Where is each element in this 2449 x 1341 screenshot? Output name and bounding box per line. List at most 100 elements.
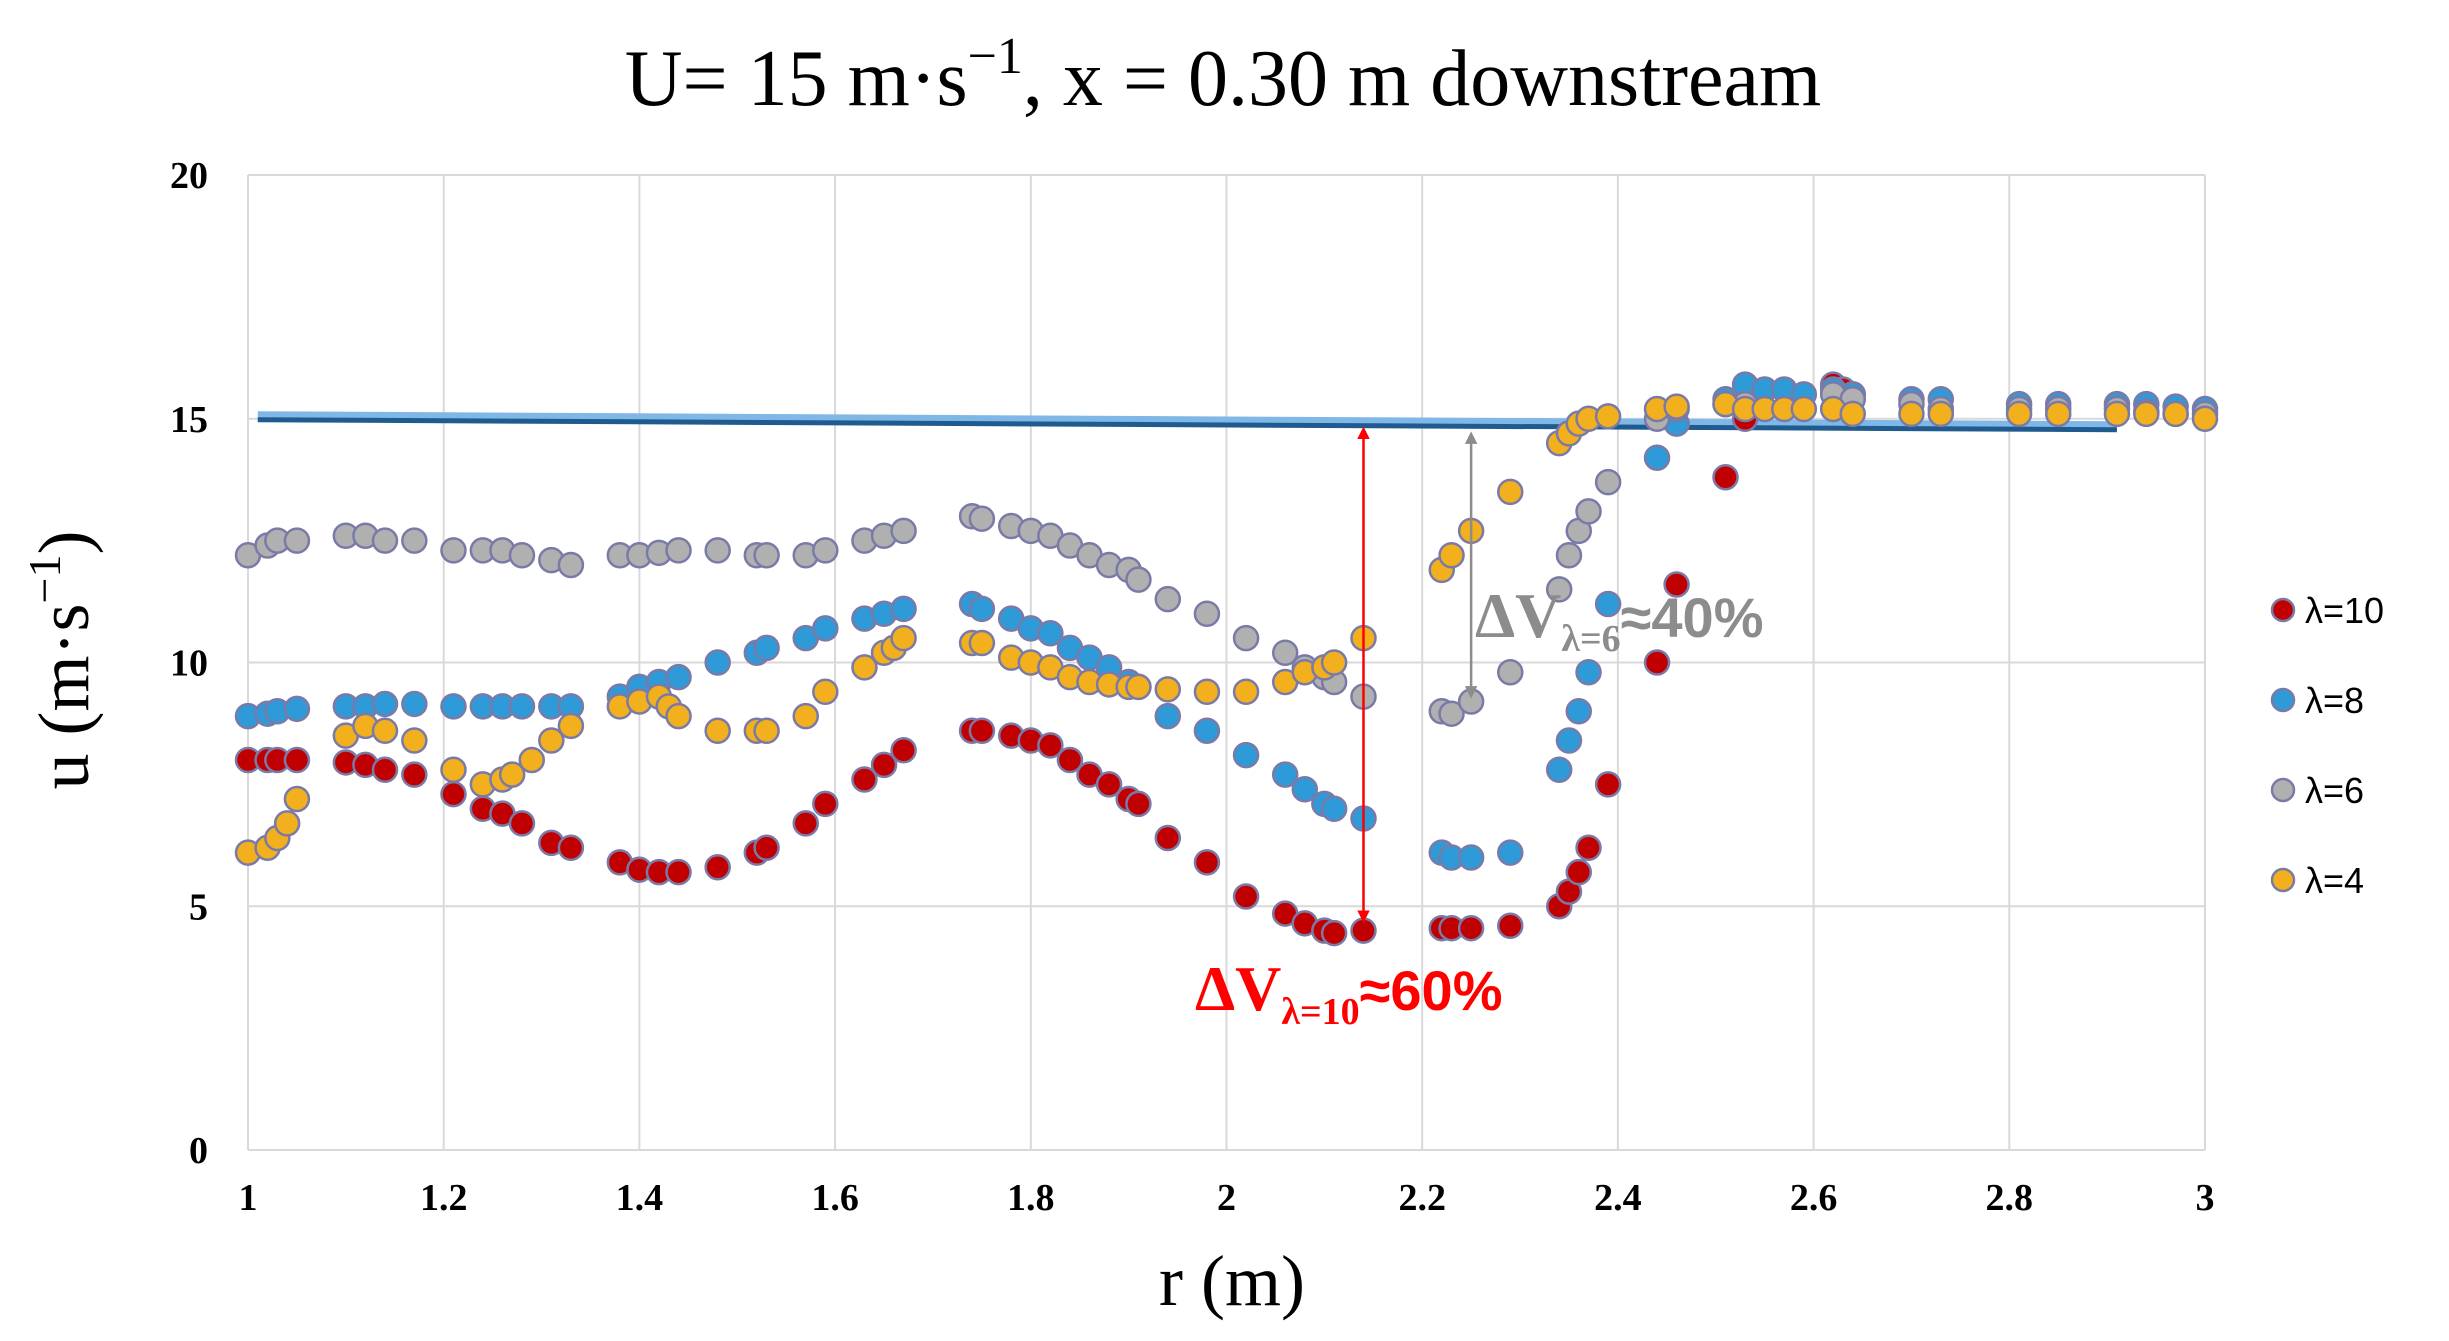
data-point (1154, 585, 1182, 613)
data-point (1555, 727, 1583, 754)
grid (247, 174, 2206, 1151)
y-tick-label: 5 (189, 886, 208, 928)
data-point (1232, 883, 1260, 910)
data-point (812, 537, 839, 564)
data-point (1575, 834, 1602, 861)
x-tick-label: 2.2 (1398, 1177, 1446, 1219)
data-point (2133, 400, 2160, 428)
data-point (753, 717, 780, 744)
data-point (1193, 600, 1221, 627)
data-point (1350, 917, 1377, 944)
data-point (1056, 746, 1084, 774)
data-point (1594, 403, 1622, 430)
data-point (273, 810, 301, 837)
data-point (890, 595, 917, 623)
data-point (1643, 649, 1671, 676)
reference-line (257, 417, 2117, 433)
data-point (890, 624, 917, 652)
legend-marker (2270, 687, 2296, 713)
chart-title: U= 15 m·s−1, x = 0.30 m downstream (625, 28, 1822, 123)
data-point (371, 690, 399, 718)
annotation-value: ≈60% (1360, 959, 1503, 1022)
x-tick-label: 1.8 (1007, 1177, 1055, 1219)
data-point (1037, 732, 1064, 759)
x-tick-label: 1.4 (616, 1177, 664, 1219)
data-point (2005, 400, 2033, 428)
data-point (371, 527, 399, 554)
legend-label: λ=4 (2305, 860, 2364, 901)
data-point (440, 756, 467, 783)
annotation-label-lambda6: ΔVλ=6≈40% (1475, 580, 1764, 660)
data-point (1712, 464, 1739, 491)
data-point (1790, 395, 1818, 423)
annotation-sub: λ=6 (1561, 618, 1620, 660)
data-point (1232, 678, 1260, 705)
annotation-label-lambda10: ΔVλ=10≈60% (1195, 953, 1503, 1033)
data-point (1291, 776, 1319, 803)
data-point (890, 737, 917, 764)
data-point (508, 542, 536, 569)
legend-entry: λ=10 (2270, 590, 2384, 631)
data-point (968, 595, 996, 623)
chart-title-pre: U= 15 m·s (625, 35, 968, 123)
data-point (1438, 700, 1465, 727)
data-point (557, 834, 585, 861)
data-point (557, 712, 585, 740)
data-point (508, 693, 536, 720)
data-point (371, 717, 399, 744)
data-point (2191, 405, 2219, 432)
legend-label: λ=8 (2305, 680, 2364, 721)
data-point (753, 634, 780, 662)
data-point (1457, 688, 1485, 715)
x-tick-label: 1.6 (811, 1177, 859, 1219)
x-axis-label: r (m) (1159, 1241, 1305, 1321)
data-point (1154, 824, 1182, 852)
data-point (508, 810, 536, 837)
reference-line-layer (257, 411, 2117, 433)
data-point (1271, 761, 1299, 788)
data-point (440, 693, 467, 720)
legend-marker (2270, 597, 2296, 623)
annotation-value: ≈40% (1621, 586, 1764, 649)
y-tick-label: 0 (189, 1130, 208, 1172)
data-point (401, 690, 428, 718)
data-point (812, 678, 839, 705)
data-point (1594, 771, 1622, 798)
data-point (812, 615, 839, 642)
data-point (1575, 659, 1602, 686)
data-point (665, 537, 692, 564)
series-λ=10 (234, 371, 1866, 947)
data-point (2162, 400, 2189, 428)
x-tick-label: 1.2 (420, 1177, 468, 1219)
data-point (968, 717, 996, 744)
data-point (498, 761, 526, 788)
annotation-sub: λ=10 (1281, 991, 1359, 1033)
legend-label: λ=10 (2305, 590, 2384, 631)
data-point (1193, 678, 1221, 705)
data-point (1575, 498, 1602, 525)
data-point (665, 858, 692, 886)
data-point (440, 780, 467, 808)
data-point (557, 551, 585, 579)
y-axis-label-pre: u (m·s (24, 603, 104, 789)
y-axis-label-sup: −1 (19, 555, 70, 604)
y-tick-label: 10 (170, 643, 208, 685)
legend-label: λ=6 (2305, 770, 2364, 811)
x-tick-label: 2.6 (1790, 1177, 1838, 1219)
data-point (753, 834, 780, 861)
tick-labels-layer: 1 1.2 1.4 1.6 1.8 2 2.2 2.4 2.6 2.8 3 0 5 10 15 20 (170, 155, 2215, 1219)
data-point (1497, 478, 1524, 506)
data-point (851, 654, 878, 681)
x-tick-label: 2.8 (1986, 1177, 2034, 1219)
data-point (1320, 919, 1348, 947)
data-point (1839, 400, 1866, 428)
data-point (851, 766, 878, 793)
reference-line-glow (257, 411, 2117, 431)
annotation-delta: ΔV (1195, 953, 1281, 1024)
data-point (792, 810, 819, 837)
data-point (1457, 914, 1485, 942)
chart-title-post: , x = 0.30 m downstream (1023, 35, 1821, 123)
x-tick-label: 1 (239, 1177, 258, 1219)
data-point (283, 695, 311, 723)
data-point (1497, 912, 1524, 939)
